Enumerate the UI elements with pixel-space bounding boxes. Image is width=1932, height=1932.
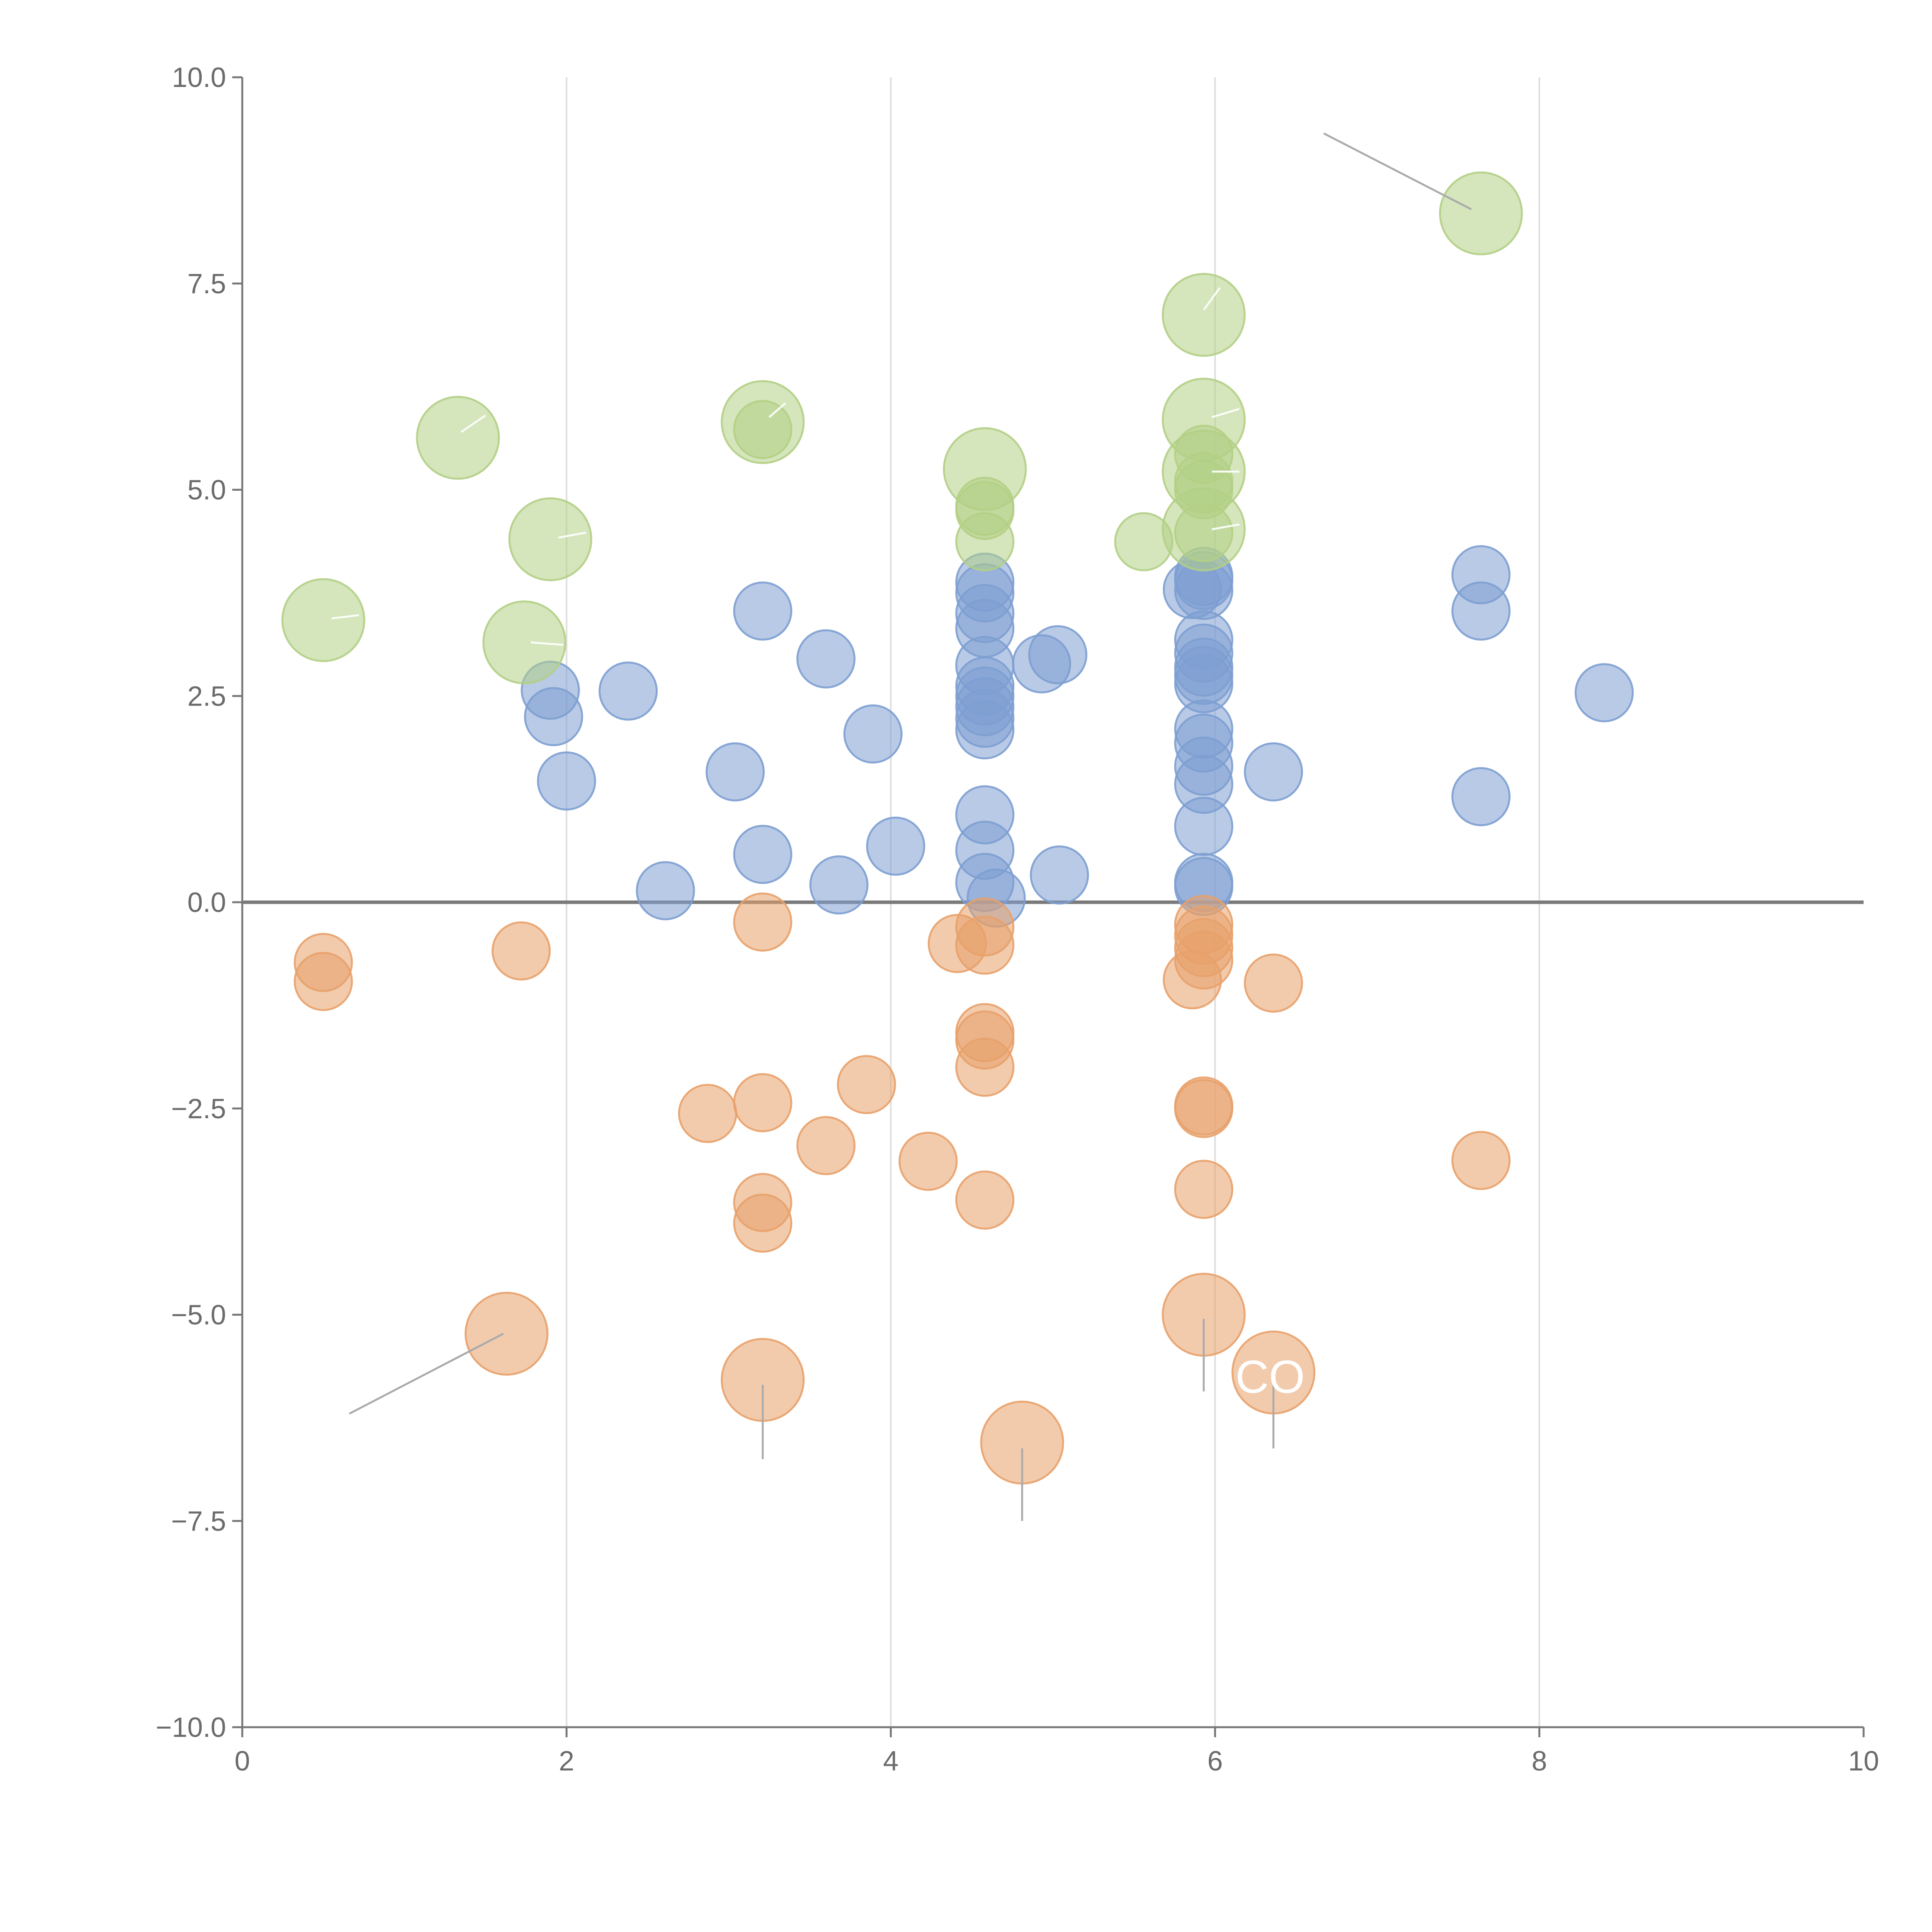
orange-point-3 [678, 1084, 737, 1143]
green-point-19 [1439, 171, 1523, 255]
blue-point-11 [866, 816, 925, 876]
orange-point-8 [796, 1116, 856, 1175]
orange-point-26 [1244, 953, 1303, 1013]
blue-point-5 [706, 742, 765, 802]
y-tick-label-4: 0.0 [187, 887, 226, 918]
leader-line-6 [461, 415, 486, 433]
blue-point-6 [733, 581, 793, 641]
green-point-12 [508, 497, 592, 582]
y-tick-label-7: −7.5 [171, 1506, 226, 1537]
blue-point-7 [733, 825, 793, 884]
y-tick-label-5: −2.5 [171, 1094, 226, 1124]
leader-line-1 [349, 1333, 504, 1415]
leader-line-13 [331, 614, 359, 620]
orange-point-27 [1451, 1131, 1511, 1190]
green-point-10 [416, 396, 500, 480]
blue-point-1 [524, 687, 583, 747]
orange-point-2 [492, 921, 551, 981]
green-point-3 [955, 512, 1015, 571]
green-point-13 [721, 380, 805, 464]
green-point-18 [1162, 487, 1246, 571]
orange-point-4 [733, 892, 793, 952]
green-point-14 [943, 427, 1027, 511]
y-tick-label-0: 10.0 [172, 62, 226, 93]
blue-point-45 [1244, 742, 1303, 802]
orange-point-16 [955, 1037, 1015, 1097]
tick-layer: 10.0 7.5 5.0 2.5 0.0 −2.5 −5.0 −7.5 −10.0 0 2 4 6 8 10 [156, 62, 1879, 1777]
blue-point-2 [537, 751, 596, 811]
blue-point-49 [1575, 663, 1634, 723]
green-point-15 [1162, 273, 1246, 357]
orange-point-7 [733, 1194, 793, 1253]
orange-point-22 [1174, 930, 1233, 990]
green-point-9 [281, 578, 366, 662]
annotation-label-0: ICO [1223, 1351, 1305, 1403]
orange-point-5 [733, 1073, 793, 1133]
leader-line-7 [769, 402, 786, 418]
orange-point-13 [955, 915, 1015, 975]
blue-point-4 [636, 861, 695, 920]
leader-line-14 [531, 641, 563, 646]
blue-point-3 [599, 661, 658, 721]
blue-point-10 [843, 704, 903, 764]
orange-point-25 [1174, 1160, 1233, 1219]
blue-point-27 [1028, 625, 1088, 684]
orange-point-9 [837, 1055, 896, 1114]
x-tick-label-1: 2 [559, 1746, 574, 1777]
points-layer [281, 171, 1634, 1485]
x-tick-label-0: 0 [235, 1746, 250, 1777]
blue-point-28 [1030, 845, 1089, 905]
blue-point-42 [1174, 797, 1233, 856]
leader-line-12 [558, 532, 586, 539]
y-tick-label-3: 2.5 [187, 681, 226, 712]
leader-line-8 [1203, 287, 1221, 311]
orange-point-24 [1174, 1079, 1233, 1138]
leader-line-0 [1323, 132, 1472, 210]
x-tick-label-5: 10 [1848, 1746, 1879, 1777]
y-tick-label-1: 7.5 [187, 269, 226, 299]
x-tick-label-3: 6 [1208, 1746, 1223, 1777]
orange-point-1 [294, 952, 353, 1011]
y-tick-label-6: −5.0 [171, 1300, 226, 1331]
blue-point-21 [955, 700, 1015, 760]
orange-point-17 [955, 1170, 1015, 1230]
blue-point-47 [1451, 581, 1511, 641]
orange-point-28 [464, 1292, 549, 1376]
blue-point-9 [809, 855, 869, 915]
green-point-11 [482, 600, 566, 684]
leader-line-9 [1211, 408, 1240, 418]
annotation-layer: ICO [1223, 1351, 1305, 1403]
leader-layer [331, 132, 1472, 1521]
blue-point-8 [796, 629, 856, 689]
x-tick-label-4: 8 [1532, 1746, 1547, 1777]
y-tick-label-8: −10.0 [156, 1712, 226, 1743]
orange-point-10 [898, 1131, 958, 1191]
y-tick-label-2: 5.0 [187, 475, 226, 506]
x-tick-label-2: 4 [883, 1746, 898, 1777]
blue-point-48 [1451, 767, 1511, 827]
leader-line-10 [1211, 523, 1240, 531]
